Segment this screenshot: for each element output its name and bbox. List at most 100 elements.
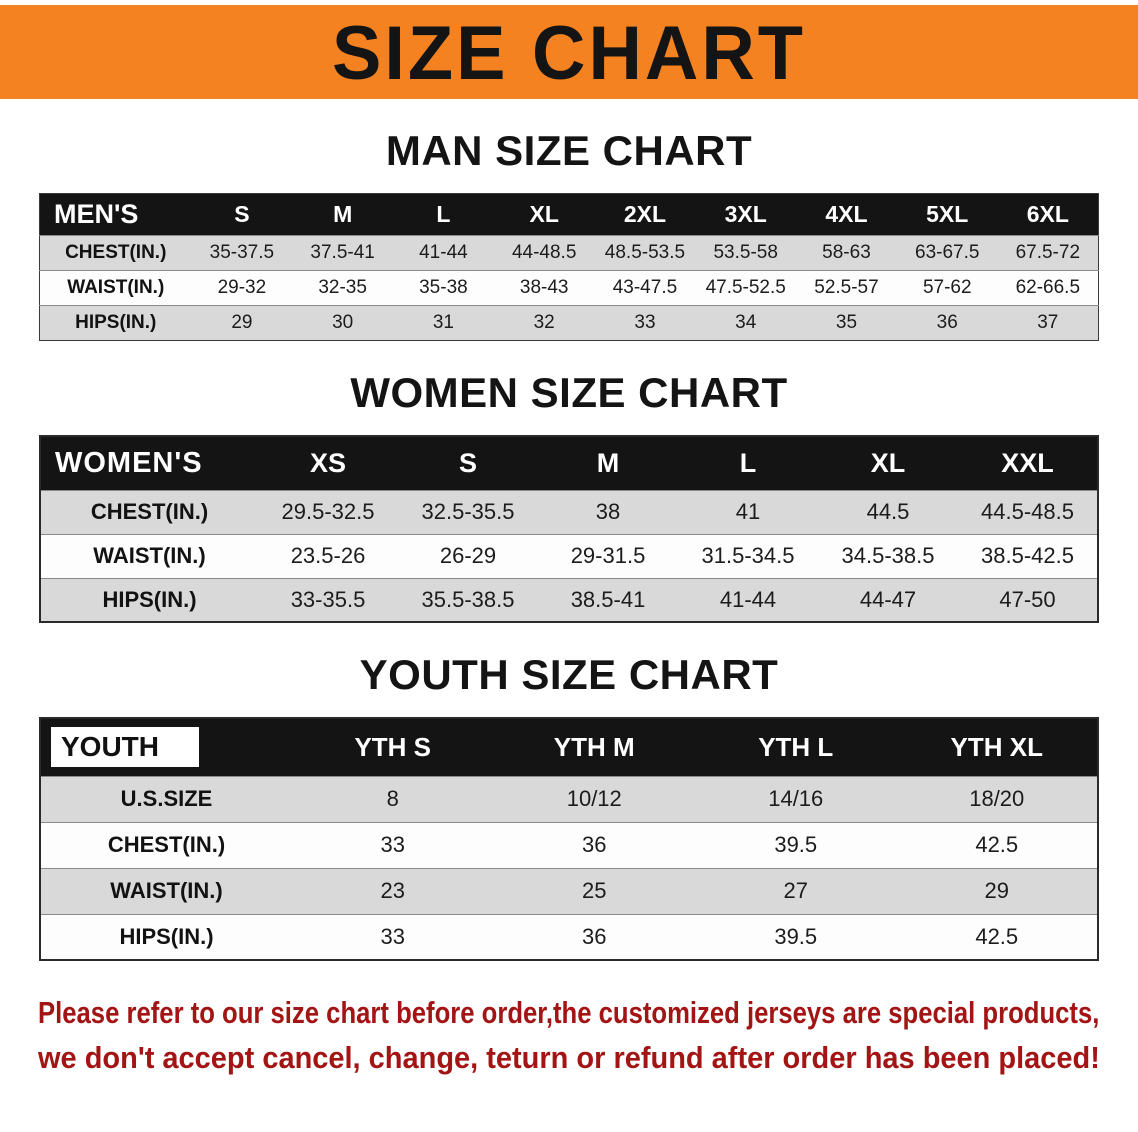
size-value: 30 — [292, 305, 394, 341]
size-value: 42.5 — [896, 913, 1098, 960]
size-value: 53.5-58 — [695, 235, 797, 271]
women-chest-row: CHEST(IN.) 29.5-32.5 32.5-35.5 38 41 44.… — [40, 489, 1098, 534]
youth-chest-row: CHEST(IN.) 33 36 39.5 42.5 — [40, 821, 1098, 868]
row-label: HIPS(IN.) — [40, 577, 258, 622]
size-value: 23 — [292, 867, 494, 914]
men-col-l: L — [393, 193, 494, 236]
women-header-row: WOMEN'S XS S M L XL XXL — [40, 436, 1098, 490]
size-value: 26-29 — [398, 533, 538, 578]
row-label: U.S.SIZE — [40, 775, 292, 822]
size-value: 27 — [695, 867, 897, 914]
size-value: 29 — [191, 305, 293, 341]
men-hips-row: HIPS(IN.) 29 30 31 32 33 34 35 36 37 — [39, 305, 1099, 341]
size-value: 34 — [695, 305, 797, 341]
men-col-6xl: 6XL — [997, 193, 1099, 236]
size-value: 43-47.5 — [594, 270, 696, 306]
size-value: 41-44 — [678, 577, 818, 622]
size-value: 44.5 — [818, 489, 958, 534]
size-value: 31.5-34.5 — [678, 533, 818, 578]
women-size-table: WOMEN'S XS S M L XL XXL CHEST(IN.) 29.5-… — [39, 435, 1099, 623]
size-value: 35 — [796, 305, 897, 341]
men-section: MAN SIZE CHART MEN'S S M L XL 2XL 3XL 4X… — [0, 127, 1138, 341]
size-value: 36 — [493, 913, 695, 960]
size-value: 42.5 — [896, 821, 1098, 868]
size-value: 47.5-52.5 — [695, 270, 797, 306]
disclaimer: Please refer to our size chart before or… — [38, 991, 1100, 1081]
size-value: 32.5-35.5 — [398, 489, 538, 534]
size-value: 35-37.5 — [191, 235, 293, 271]
row-label: CHEST(IN.) — [40, 821, 292, 868]
women-section: WOMEN SIZE CHART WOMEN'S XS S M L XL XXL… — [0, 369, 1138, 623]
row-label: WAIST(IN.) — [40, 867, 292, 914]
men-col-4xl: 4XL — [796, 193, 897, 236]
size-value: 34.5-38.5 — [818, 533, 958, 578]
women-col-xl: XL — [818, 436, 958, 490]
size-value: 37 — [997, 305, 1099, 341]
men-table-title: MEN'S — [39, 193, 192, 236]
youth-col-yth-m: YTH M — [493, 718, 695, 776]
men-heading: MAN SIZE CHART — [385, 127, 753, 174]
size-value: 37.5-41 — [292, 235, 394, 271]
size-value: 32 — [493, 305, 595, 341]
size-value: 33 — [594, 305, 696, 341]
size-value: 33 — [292, 913, 494, 960]
women-hips-row: HIPS(IN.) 33-35.5 35.5-38.5 38.5-41 41-4… — [40, 577, 1098, 622]
men-col-2xl: 2XL — [594, 193, 696, 236]
size-value: 33 — [292, 821, 494, 868]
size-value: 14/16 — [695, 775, 897, 822]
size-value: 67.5-72 — [997, 235, 1099, 271]
youth-col-yth-s: YTH S — [292, 718, 494, 776]
size-value: 41-44 — [393, 235, 494, 271]
men-col-m: M — [292, 193, 394, 236]
size-value: 29-32 — [191, 270, 293, 306]
size-value: 18/20 — [896, 775, 1098, 822]
size-value: 63-67.5 — [896, 235, 998, 271]
size-value: 33-35.5 — [258, 577, 398, 622]
row-label: HIPS(IN.) — [39, 305, 192, 341]
men-col-s: S — [191, 193, 293, 236]
row-label: CHEST(IN.) — [40, 489, 258, 534]
size-value: 36 — [493, 821, 695, 868]
size-value: 58-63 — [796, 235, 897, 271]
youth-heading: YOUTH SIZE CHART — [359, 651, 779, 698]
size-value: 39.5 — [695, 821, 897, 868]
size-value: 29.5-32.5 — [258, 489, 398, 534]
row-label: HIPS(IN.) — [40, 913, 292, 960]
size-value: 39.5 — [695, 913, 897, 960]
women-col-l: L — [678, 436, 818, 490]
size-value: 38.5-42.5 — [958, 533, 1098, 578]
size-value: 57-62 — [896, 270, 998, 306]
youth-table-title: YOUTH — [40, 718, 292, 776]
size-value: 41 — [678, 489, 818, 534]
size-value: 25 — [493, 867, 695, 914]
women-col-s: S — [398, 436, 538, 490]
youth-waist-row: WAIST(IN.) 23 25 27 29 — [40, 867, 1098, 914]
size-value: 38-43 — [493, 270, 595, 306]
disclaimer-line-2: we don't accept cancel, change, teturn o… — [38, 1039, 1100, 1075]
size-value: 8 — [292, 775, 494, 822]
women-col-xs: XS — [258, 436, 398, 490]
size-value: 31 — [393, 305, 494, 341]
youth-hips-row: HIPS(IN.) 33 36 39.5 42.5 — [40, 913, 1098, 960]
row-label: WAIST(IN.) — [40, 533, 258, 578]
size-value: 29-31.5 — [538, 533, 678, 578]
size-value: 10/12 — [493, 775, 695, 822]
women-waist-row: WAIST(IN.) 23.5-26 26-29 29-31.5 31.5-34… — [40, 533, 1098, 578]
row-label: CHEST(IN.) — [39, 235, 192, 271]
page-title: SIZE CHART — [332, 9, 806, 95]
women-col-xxl: XXL — [958, 436, 1098, 490]
size-value: 44-47 — [818, 577, 958, 622]
men-col-xl: XL — [493, 193, 595, 236]
size-value: 38.5-41 — [538, 577, 678, 622]
size-value: 35-38 — [393, 270, 494, 306]
disclaimer-line-1: Please refer to our size chart before or… — [38, 995, 1100, 1030]
size-value: 29 — [896, 867, 1098, 914]
size-value: 44-48.5 — [493, 235, 595, 271]
youth-table-title-label: YOUTH — [51, 727, 199, 768]
size-value: 36 — [896, 305, 998, 341]
men-size-table: MEN'S S M L XL 2XL 3XL 4XL 5XL 6XL CHEST… — [39, 193, 1099, 341]
size-value: 23.5-26 — [258, 533, 398, 578]
men-col-3xl: 3XL — [695, 193, 797, 236]
women-col-m: M — [538, 436, 678, 490]
size-value: 32-35 — [292, 270, 394, 306]
